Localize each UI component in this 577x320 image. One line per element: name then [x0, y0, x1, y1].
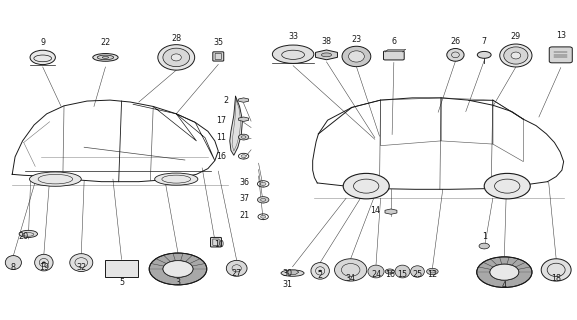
Ellipse shape	[272, 45, 314, 63]
Ellipse shape	[19, 230, 38, 237]
Text: 2: 2	[223, 96, 228, 105]
Ellipse shape	[102, 57, 108, 58]
Ellipse shape	[342, 46, 371, 67]
Polygon shape	[385, 209, 397, 214]
FancyBboxPatch shape	[384, 51, 404, 60]
Ellipse shape	[335, 259, 367, 281]
Text: 3: 3	[175, 278, 181, 287]
Circle shape	[479, 243, 489, 249]
Text: 18: 18	[551, 274, 561, 283]
Circle shape	[257, 197, 269, 203]
FancyBboxPatch shape	[105, 260, 138, 277]
Text: 7: 7	[482, 37, 487, 46]
Ellipse shape	[349, 51, 364, 62]
Ellipse shape	[447, 49, 464, 61]
Text: 25: 25	[413, 270, 422, 279]
Polygon shape	[286, 270, 299, 274]
Circle shape	[385, 269, 395, 274]
Text: 21: 21	[239, 211, 249, 220]
Text: 22: 22	[100, 37, 111, 47]
Text: 34: 34	[346, 274, 355, 283]
Text: 26: 26	[451, 37, 460, 46]
Ellipse shape	[163, 48, 190, 67]
Text: 38: 38	[321, 37, 332, 46]
Ellipse shape	[5, 256, 21, 270]
Ellipse shape	[500, 44, 532, 67]
Circle shape	[261, 215, 266, 218]
Circle shape	[241, 155, 246, 158]
Ellipse shape	[30, 50, 55, 65]
Text: 14: 14	[370, 206, 381, 215]
Text: 29: 29	[511, 32, 521, 42]
Text: 36: 36	[239, 179, 249, 188]
Text: 23: 23	[351, 35, 361, 44]
Text: 4: 4	[502, 281, 507, 290]
Text: 1: 1	[482, 232, 487, 241]
Text: 37: 37	[239, 194, 249, 204]
Ellipse shape	[504, 47, 528, 64]
Ellipse shape	[321, 53, 332, 57]
Text: 16: 16	[385, 270, 395, 279]
Text: 5: 5	[119, 278, 124, 287]
Ellipse shape	[29, 172, 81, 186]
Text: 13: 13	[556, 31, 566, 40]
Circle shape	[343, 173, 389, 199]
Polygon shape	[230, 96, 242, 155]
FancyBboxPatch shape	[211, 237, 222, 247]
Text: 19: 19	[39, 263, 49, 272]
Text: 15: 15	[398, 270, 407, 279]
Text: 31: 31	[282, 280, 293, 289]
Polygon shape	[239, 117, 249, 122]
FancyBboxPatch shape	[549, 47, 572, 63]
Ellipse shape	[541, 259, 571, 281]
Text: 33: 33	[288, 32, 298, 41]
Ellipse shape	[155, 173, 198, 185]
Ellipse shape	[171, 54, 181, 61]
Text: 27: 27	[231, 269, 242, 278]
Ellipse shape	[311, 263, 329, 279]
Ellipse shape	[511, 52, 520, 59]
Circle shape	[42, 261, 46, 264]
Wedge shape	[477, 257, 532, 287]
Wedge shape	[149, 253, 207, 285]
Ellipse shape	[70, 254, 93, 271]
Text: 20: 20	[18, 232, 29, 241]
Circle shape	[490, 264, 519, 280]
Ellipse shape	[368, 265, 384, 278]
Ellipse shape	[395, 265, 410, 278]
Ellipse shape	[281, 270, 304, 276]
Ellipse shape	[158, 45, 194, 70]
Ellipse shape	[410, 266, 424, 277]
Text: 8: 8	[11, 263, 16, 272]
Circle shape	[426, 268, 438, 275]
Circle shape	[319, 270, 322, 272]
Circle shape	[260, 182, 266, 186]
Ellipse shape	[477, 52, 491, 58]
Text: 35: 35	[213, 37, 223, 47]
Text: 16: 16	[216, 152, 226, 161]
Text: 28: 28	[171, 34, 181, 43]
Ellipse shape	[97, 55, 114, 60]
Text: 10: 10	[215, 240, 224, 249]
Text: 2: 2	[317, 271, 323, 280]
Text: 24: 24	[371, 270, 381, 279]
FancyBboxPatch shape	[213, 52, 224, 61]
Circle shape	[163, 261, 193, 277]
Ellipse shape	[226, 260, 247, 276]
Text: 32: 32	[76, 263, 87, 272]
Text: 12: 12	[428, 270, 437, 279]
Circle shape	[484, 173, 530, 199]
Text: 17: 17	[216, 116, 226, 125]
Circle shape	[238, 134, 249, 140]
Polygon shape	[316, 50, 338, 60]
Polygon shape	[239, 98, 249, 102]
Ellipse shape	[35, 254, 53, 271]
Text: 30: 30	[282, 269, 293, 278]
Text: 11: 11	[216, 132, 226, 141]
Ellipse shape	[93, 53, 118, 61]
Text: 9: 9	[40, 37, 45, 47]
Text: 6: 6	[391, 37, 396, 46]
